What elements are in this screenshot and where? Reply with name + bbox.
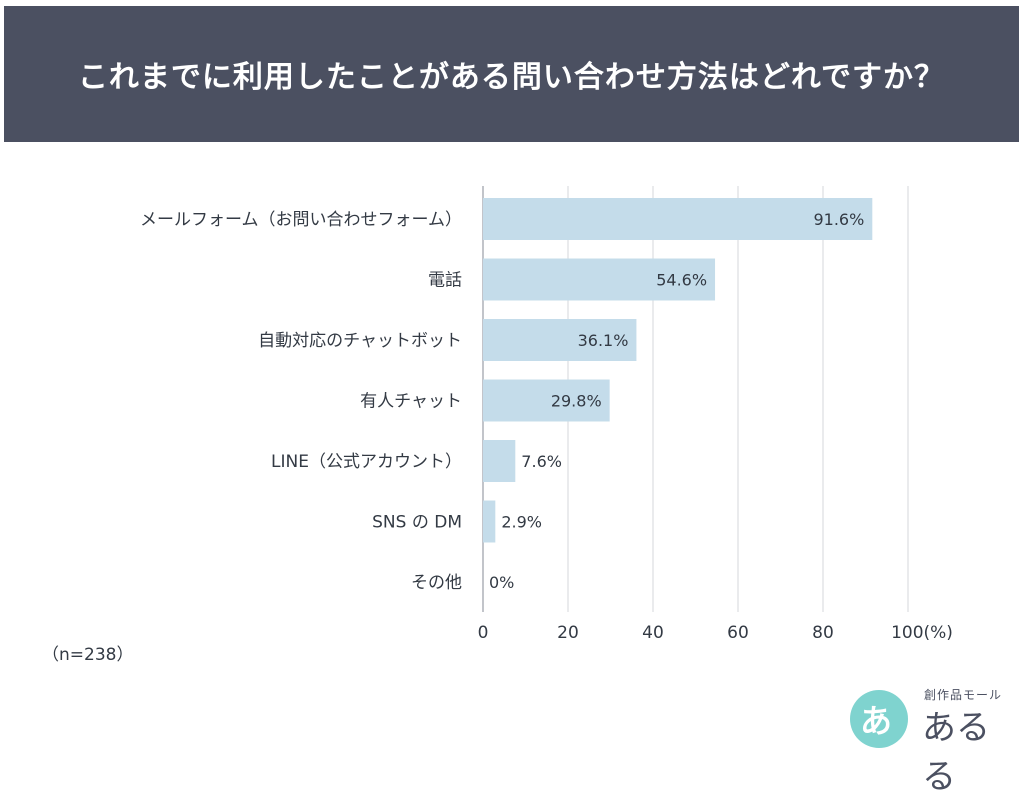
data-label: 7.6% [521, 452, 562, 471]
sample-size-note: （n=238） [42, 645, 134, 665]
title-banner: これまでに利用したことがある問い合わせ方法はどれですか？ [4, 6, 1019, 142]
category-label: 有人チャット [360, 392, 462, 412]
logo-circle-icon: あ [850, 690, 908, 748]
data-label: 2.9% [501, 513, 542, 532]
logo-mark: あ [860, 702, 893, 740]
logo-name: あるる [922, 708, 990, 797]
category-label: その他 [411, 573, 462, 593]
x-tick-label: 80 [812, 623, 834, 643]
bar-chart: メールフォーム（お問い合わせフォーム） 91.6% 電話 54.6% 自動対応のチャット… [140, 186, 953, 643]
bar [483, 500, 496, 543]
bar [483, 319, 637, 361]
bar [483, 198, 873, 240]
category-label: メールフォーム（お問い合わせフォーム） [140, 210, 462, 230]
bar [483, 440, 516, 482]
category-label: SNS の DM [372, 513, 462, 533]
x-tick-label: 100(%) [891, 623, 953, 643]
data-label: 91.6% [813, 210, 864, 229]
x-tick-label: 0 [478, 623, 489, 643]
data-label: 29.8% [551, 392, 602, 411]
bar [483, 258, 716, 301]
data-label: 54.6% [656, 271, 707, 290]
data-label: 36.1% [578, 331, 629, 350]
page-title: これまでに利用したことがある問い合わせ方法はどれですか？ [77, 60, 946, 95]
category-label: LINE（公式アカウント） [271, 452, 462, 472]
category-label: 電話 [428, 271, 462, 291]
x-tick-label: 20 [557, 623, 579, 643]
data-label: 0% [489, 573, 514, 592]
x-tick-label: 40 [642, 623, 664, 643]
brand-logo: あ 創作品モール あるる [846, 686, 1006, 797]
logo-subtitle: 創作品モール [924, 688, 1003, 702]
x-tick-label: 60 [727, 623, 749, 643]
category-label: 自動対応のチャットボット [258, 331, 462, 351]
bar [483, 379, 610, 422]
